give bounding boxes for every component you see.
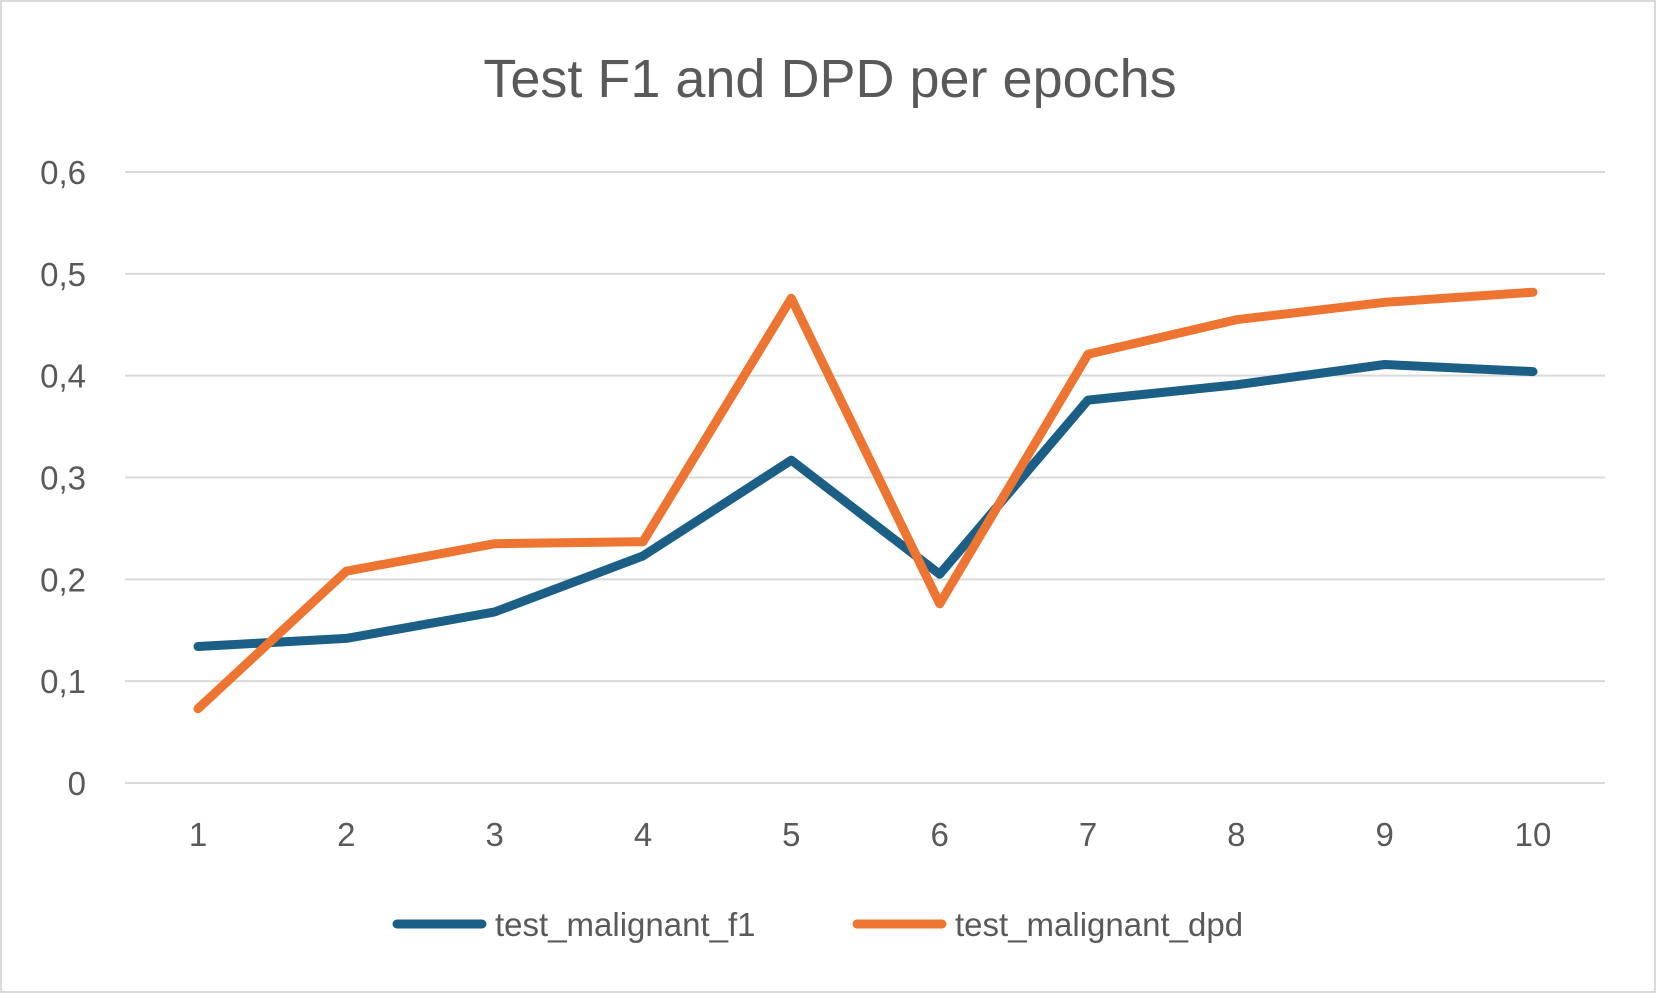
data-point-test_malignant_f1 — [1384, 363, 1386, 365]
y-tick-label: 0,2 — [40, 561, 86, 598]
x-tick-label: 9 — [1375, 816, 1393, 853]
legend-item: test_malignant_dpd — [852, 906, 1243, 943]
data-point-test_malignant_dpd — [1235, 319, 1237, 321]
legend-label: test_malignant_dpd — [955, 906, 1243, 943]
series-line-test_malignant_dpd — [193, 287, 1538, 714]
y-tick-label: 0,3 — [40, 460, 86, 497]
x-tick-label: 8 — [1227, 816, 1245, 853]
data-point-test_malignant_f1 — [345, 637, 347, 639]
legend-item: test_malignant_f1 — [392, 906, 756, 943]
legend: test_malignant_f1 test_malignant_dpd — [392, 906, 1243, 943]
data-point-test_malignant_f1 — [642, 555, 644, 557]
x-tick-label: 2 — [337, 816, 355, 853]
x-tick-label: 7 — [1079, 816, 1097, 853]
data-point-test_malignant_dpd — [642, 541, 644, 543]
data-point-test_malignant_dpd — [939, 603, 941, 605]
data-point-test_malignant_f1 — [1087, 399, 1089, 401]
gridlines — [125, 171, 1605, 784]
series-lines — [193, 287, 1538, 714]
data-point-test_malignant_dpd — [1384, 301, 1386, 303]
legend-label: test_malignant_f1 — [495, 906, 756, 943]
data-point-test_malignant_f1 — [790, 459, 792, 461]
data-point-test_malignant_dpd — [197, 708, 199, 710]
y-tick-label: 0,1 — [40, 663, 86, 700]
x-tick-label: 4 — [634, 816, 652, 853]
data-point-test_malignant_dpd — [494, 543, 496, 545]
x-tick-label: 3 — [485, 816, 503, 853]
y-tick-label: 0 — [68, 765, 86, 802]
y-tick-label: 0,4 — [40, 358, 86, 395]
x-axis-tick-labels: 1 2 3 4 5 6 7 8 9 10 — [189, 816, 1552, 853]
series-line-test_malignant_f1 — [193, 360, 1538, 651]
x-tick-label: 5 — [782, 816, 800, 853]
data-point-test_malignant_dpd — [1532, 291, 1534, 293]
data-point-test_malignant_dpd — [790, 297, 792, 299]
x-tick-label: 1 — [189, 816, 207, 853]
data-point-test_malignant_f1 — [1235, 384, 1237, 386]
data-point-test_malignant_f1 — [1532, 371, 1534, 373]
data-point-test_malignant_dpd — [345, 570, 347, 572]
x-tick-label: 10 — [1515, 816, 1552, 853]
y-axis-tick-labels: 0 0,1 0,2 0,3 0,4 0,5 0,6 — [40, 154, 86, 802]
data-point-test_malignant_f1 — [939, 573, 941, 575]
chart-title: Test F1 and DPD per epochs — [483, 49, 1176, 109]
y-tick-label: 0,6 — [40, 154, 86, 191]
data-point-test_malignant_f1 — [197, 646, 199, 648]
data-point-test_malignant_f1 — [494, 611, 496, 613]
data-point-test_malignant_dpd — [1087, 353, 1089, 355]
x-tick-label: 6 — [930, 816, 948, 853]
y-tick-label: 0,5 — [40, 256, 86, 293]
